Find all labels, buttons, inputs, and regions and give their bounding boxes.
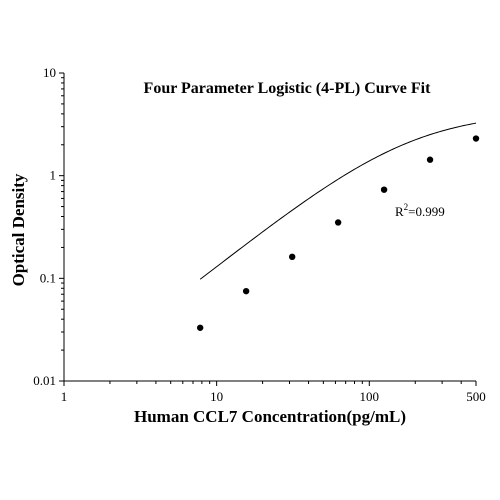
data-point xyxy=(242,287,250,295)
x-tick-label: 10 xyxy=(210,389,223,404)
r-squared-base: R xyxy=(395,204,404,219)
r-squared-superscript: 2 xyxy=(404,202,409,212)
chart-title: Four Parameter Logistic (4-PL) Curve Fit xyxy=(144,80,432,97)
data-point xyxy=(334,219,342,226)
data-point xyxy=(196,324,204,331)
fit-curve xyxy=(199,122,477,280)
y-axis-title: Optical Density xyxy=(9,173,28,286)
r-squared-value: =0.999 xyxy=(408,204,445,219)
data-point xyxy=(380,186,388,193)
y-tick-label: 0.01 xyxy=(33,373,56,388)
y-tick-label: 0.1 xyxy=(40,270,56,285)
r-squared-annotation: R2=0.999 xyxy=(395,202,445,219)
data-point xyxy=(472,135,480,142)
x-tick-label: 1 xyxy=(61,389,68,404)
x-tick-label: 100 xyxy=(360,389,380,404)
data-point xyxy=(288,253,296,261)
x-tick-label: 500 xyxy=(466,389,486,404)
y-tick-label: 1 xyxy=(50,168,57,183)
plot-area: 0.01 0.1 1 10 1 10 100 500 xyxy=(33,65,486,404)
y-tick-label: 10 xyxy=(43,65,56,80)
data-point xyxy=(426,156,434,163)
x-axis-title: Human CCL7 Concentration(pg/mL) xyxy=(134,407,406,426)
